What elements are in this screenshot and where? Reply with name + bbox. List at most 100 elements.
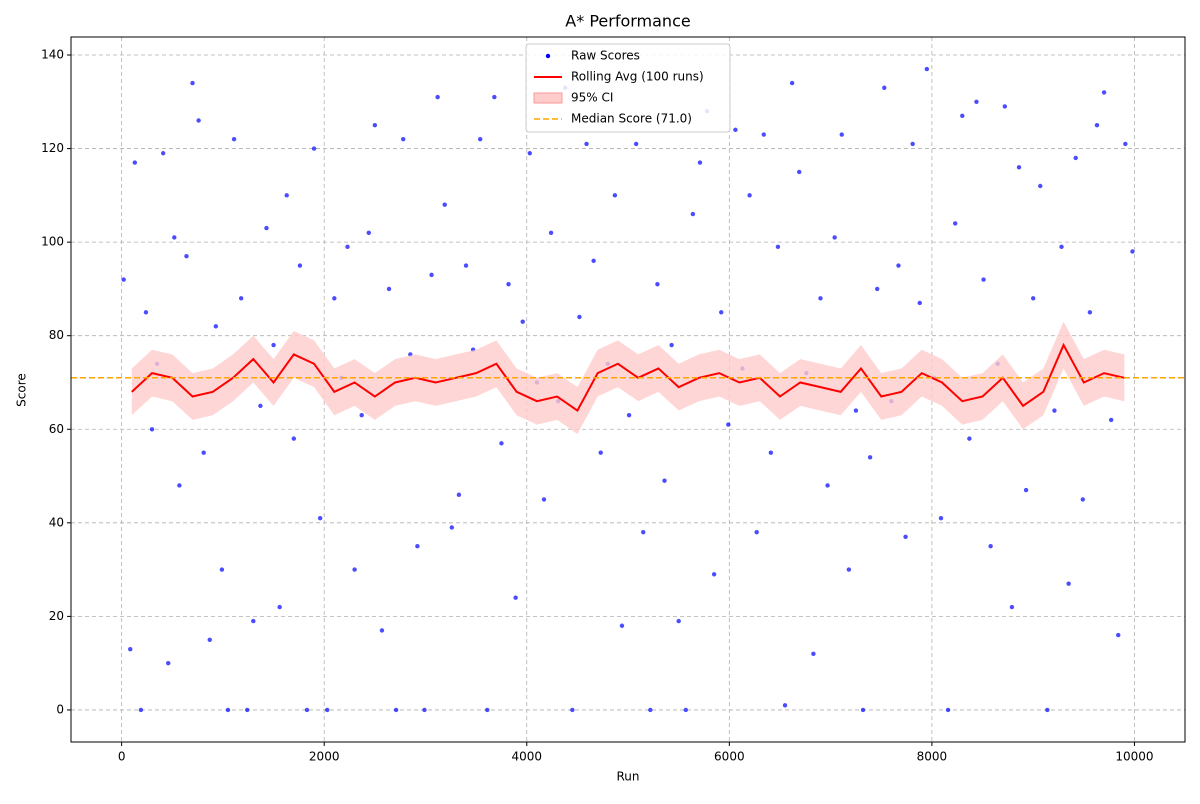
- point: [697, 160, 703, 165]
- point: [570, 707, 575, 713]
- point: [974, 99, 979, 104]
- point: [1016, 165, 1022, 170]
- y-tick-label: 0: [56, 702, 64, 716]
- point: [952, 221, 958, 226]
- point: [626, 413, 632, 418]
- point: [1116, 632, 1121, 638]
- point: [196, 118, 201, 123]
- point: [345, 244, 350, 250]
- point: [676, 618, 681, 624]
- ci-band: [131, 321, 1125, 434]
- point: [166, 660, 171, 666]
- point: [284, 193, 289, 198]
- point: [967, 436, 972, 441]
- point: [297, 263, 303, 268]
- x-axis-label: Run: [616, 770, 639, 784]
- point: [1045, 707, 1050, 713]
- point: [527, 151, 533, 156]
- point: [231, 137, 237, 142]
- point: [435, 94, 440, 100]
- point: [938, 515, 944, 521]
- point: [662, 478, 667, 483]
- point: [277, 604, 282, 610]
- y-tick-label: 140: [41, 48, 64, 62]
- point: [832, 235, 837, 240]
- legend-label: Rolling Avg (100 runs): [571, 70, 704, 84]
- point: [690, 211, 696, 217]
- point: [213, 324, 219, 329]
- point: [304, 707, 310, 713]
- point: [811, 651, 816, 657]
- point: [1059, 244, 1064, 250]
- point: [988, 544, 993, 549]
- legend-label: Median Score (71.0): [571, 112, 692, 126]
- point: [172, 235, 177, 240]
- point: [1080, 497, 1086, 502]
- y-tick-label: 100: [41, 235, 64, 249]
- y-tick-label: 20: [49, 609, 64, 623]
- x-tick-label: 4000: [511, 750, 542, 764]
- point: [132, 160, 138, 165]
- point: [463, 263, 469, 268]
- point: [415, 544, 420, 549]
- legend-key: [545, 53, 551, 59]
- point: [726, 422, 731, 427]
- point: [499, 441, 504, 446]
- point: [121, 277, 126, 282]
- point: [846, 567, 852, 572]
- point: [485, 707, 490, 713]
- plot-area: [71, 66, 1185, 713]
- point: [733, 127, 738, 133]
- point: [456, 492, 462, 497]
- point: [359, 413, 364, 418]
- point: [372, 122, 378, 128]
- point: [761, 132, 766, 137]
- point: [332, 296, 337, 301]
- point: [1108, 417, 1114, 423]
- point: [853, 408, 859, 413]
- legend-label: Raw Scores: [571, 49, 640, 63]
- point: [641, 529, 646, 535]
- point: [825, 483, 830, 488]
- point: [1023, 487, 1029, 493]
- point: [1073, 155, 1078, 161]
- x-tick-label: 6000: [714, 750, 745, 764]
- point: [789, 80, 795, 86]
- legend-label: 95% CI: [571, 91, 613, 105]
- point: [401, 137, 406, 142]
- point: [818, 296, 823, 301]
- point: [577, 314, 582, 320]
- point: [782, 703, 788, 708]
- point: [449, 525, 455, 530]
- point: [477, 137, 483, 142]
- point: [896, 263, 901, 268]
- point: [1101, 90, 1107, 95]
- point: [1002, 104, 1008, 109]
- point: [1052, 408, 1057, 413]
- chart-title: A* Performance: [565, 12, 690, 31]
- legend-key: [533, 92, 563, 104]
- point: [875, 286, 880, 292]
- point: [207, 637, 212, 642]
- point: [1030, 296, 1036, 301]
- y-tick-label: 40: [49, 515, 64, 529]
- point: [655, 282, 660, 287]
- point: [317, 515, 323, 521]
- point: [225, 707, 231, 713]
- point: [903, 534, 908, 540]
- point: [598, 450, 603, 455]
- point: [184, 253, 189, 259]
- point: [867, 455, 873, 460]
- plot-frame: [70, 36, 1186, 743]
- point: [160, 151, 166, 156]
- point: [429, 272, 434, 278]
- point: [513, 595, 518, 600]
- point: [258, 403, 263, 409]
- point: [264, 225, 269, 231]
- point: [924, 66, 930, 72]
- x-tick-label: 8000: [917, 750, 948, 764]
- point: [754, 529, 759, 535]
- point: [584, 141, 589, 147]
